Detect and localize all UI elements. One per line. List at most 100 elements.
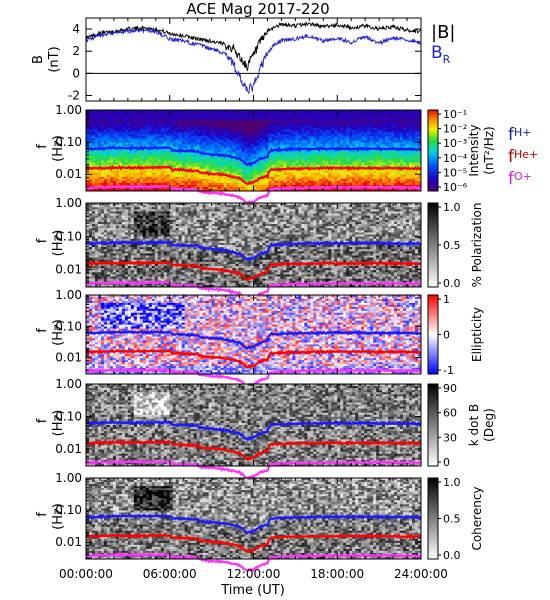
heatmap-cell: [100, 128, 105, 131]
heatmap-cell: [160, 126, 165, 129]
heatmap-cell: [88, 142, 93, 145]
heatmap-cell: [127, 160, 132, 164]
heatmap-cell: [139, 178, 144, 182]
heatmap-cell: [154, 154, 159, 157]
heatmap-cell: [94, 122, 99, 125]
heatmap-cell: [97, 112, 102, 115]
heatmap-cell: [103, 138, 108, 141]
heatmap-cell: [175, 166, 180, 170]
heatmap-cell: [136, 120, 141, 123]
heatmap-cell: [166, 122, 171, 125]
heatmap-cell: [193, 132, 198, 135]
heatmap-cell: [145, 110, 150, 113]
heatmap-cell: [142, 110, 147, 113]
heatmap-cell: [172, 164, 177, 168]
heatmap-cell: [94, 158, 99, 162]
heatmap-cell: [181, 142, 186, 145]
heatmap-cell: [130, 180, 135, 184]
heatmap-cell: [103, 128, 108, 131]
heatmap-cell: [145, 138, 150, 141]
heatmap-cell: [154, 124, 159, 127]
heatmap-cell: [157, 162, 162, 166]
heatmap-cell: [103, 142, 108, 145]
heatmap-cell: [91, 126, 96, 129]
heatmap-cell: [190, 160, 195, 164]
heatmap-cell: [94, 182, 99, 186]
heatmap-cell: [181, 118, 186, 121]
heatmap-cell: [121, 154, 126, 157]
heatmap-cell: [142, 186, 147, 190]
heatmap-cell: [163, 186, 168, 190]
heatmap-cell: [166, 126, 171, 129]
heatmap-cell: [172, 178, 177, 182]
heatmap-cell: [175, 176, 180, 180]
heatmap-cell: [148, 170, 153, 174]
heatmap-cell: [133, 112, 138, 115]
heatmap-cell: [166, 172, 171, 176]
heatmap-cell: [124, 148, 129, 151]
heatmap-cell: [169, 184, 174, 188]
heatmap-cell: [139, 172, 144, 176]
panel-yunit: (Hz): [51, 135, 66, 162]
heatmap-cell: [121, 130, 126, 133]
heatmap-cell: [118, 188, 123, 192]
heatmap-cell: [139, 134, 144, 137]
heatmap-cell: [145, 142, 150, 145]
heatmap-cell: [166, 170, 171, 174]
heatmap-cell: [178, 180, 183, 184]
heatmap-cell: [133, 172, 138, 176]
heatmap-cell: [187, 134, 192, 137]
heatmap-cell: [86, 182, 90, 186]
heatmap-cell: [91, 168, 96, 172]
heatmap-cell: [190, 142, 195, 145]
heatmap-cell: [184, 120, 189, 123]
heatmap-cell: [175, 184, 180, 188]
heatmap-cell: [151, 178, 156, 182]
heatmap-cell: [151, 110, 156, 113]
heatmap-cell: [148, 158, 153, 162]
heatmap-cell: [175, 136, 180, 139]
heatmap-cell: [94, 162, 99, 166]
heatmap-cell: [142, 180, 147, 184]
heatmap-cell: [190, 130, 195, 133]
heatmap-cell: [127, 172, 132, 176]
heatmap-cell: [172, 136, 177, 139]
heatmap-cell: [166, 138, 171, 141]
heatmap-cell: [86, 132, 90, 135]
heatmap-cell: [94, 116, 99, 119]
heatmap-cell: [172, 150, 177, 153]
heatmap-cell: [115, 148, 120, 151]
heatmap-cell: [133, 132, 138, 135]
heatmap-cell: [130, 160, 135, 164]
heatmap-cell: [136, 122, 141, 125]
heatmap-cell: [121, 114, 126, 117]
heatmap-cell: [148, 176, 153, 180]
heatmap-cell: [88, 156, 93, 159]
heatmap-cell: [184, 126, 189, 129]
heatmap-cell: [112, 170, 117, 174]
series-b-line: [85, 21, 422, 72]
heatmap-cell: [133, 122, 138, 125]
heatmap-cell: [136, 170, 141, 174]
heatmap-cell: [148, 140, 153, 143]
heatmap-cell: [139, 144, 144, 147]
heatmap-cell: [166, 176, 171, 180]
heatmap-cell: [157, 156, 162, 159]
heatmap-cell: [112, 124, 117, 127]
heatmap-cell: [178, 162, 183, 166]
heatmap-cell: [88, 122, 93, 125]
heatmap-cell: [163, 126, 168, 129]
heatmap-cell: [160, 176, 165, 180]
heatmap-cell: [112, 130, 117, 133]
heatmap-cell: [127, 120, 132, 123]
heatmap-cell: [190, 158, 195, 162]
heatmap-cell: [169, 120, 174, 123]
heatmap-cell: [148, 188, 153, 192]
heatmap-cell: [100, 176, 105, 180]
heatmap-cell: [184, 134, 189, 137]
heatmap-cell: [151, 140, 156, 143]
heatmap-cell: [187, 166, 192, 170]
heatmap-cell: [121, 112, 126, 115]
heatmap-cell: [88, 136, 93, 139]
heatmap-cell: [124, 132, 129, 135]
